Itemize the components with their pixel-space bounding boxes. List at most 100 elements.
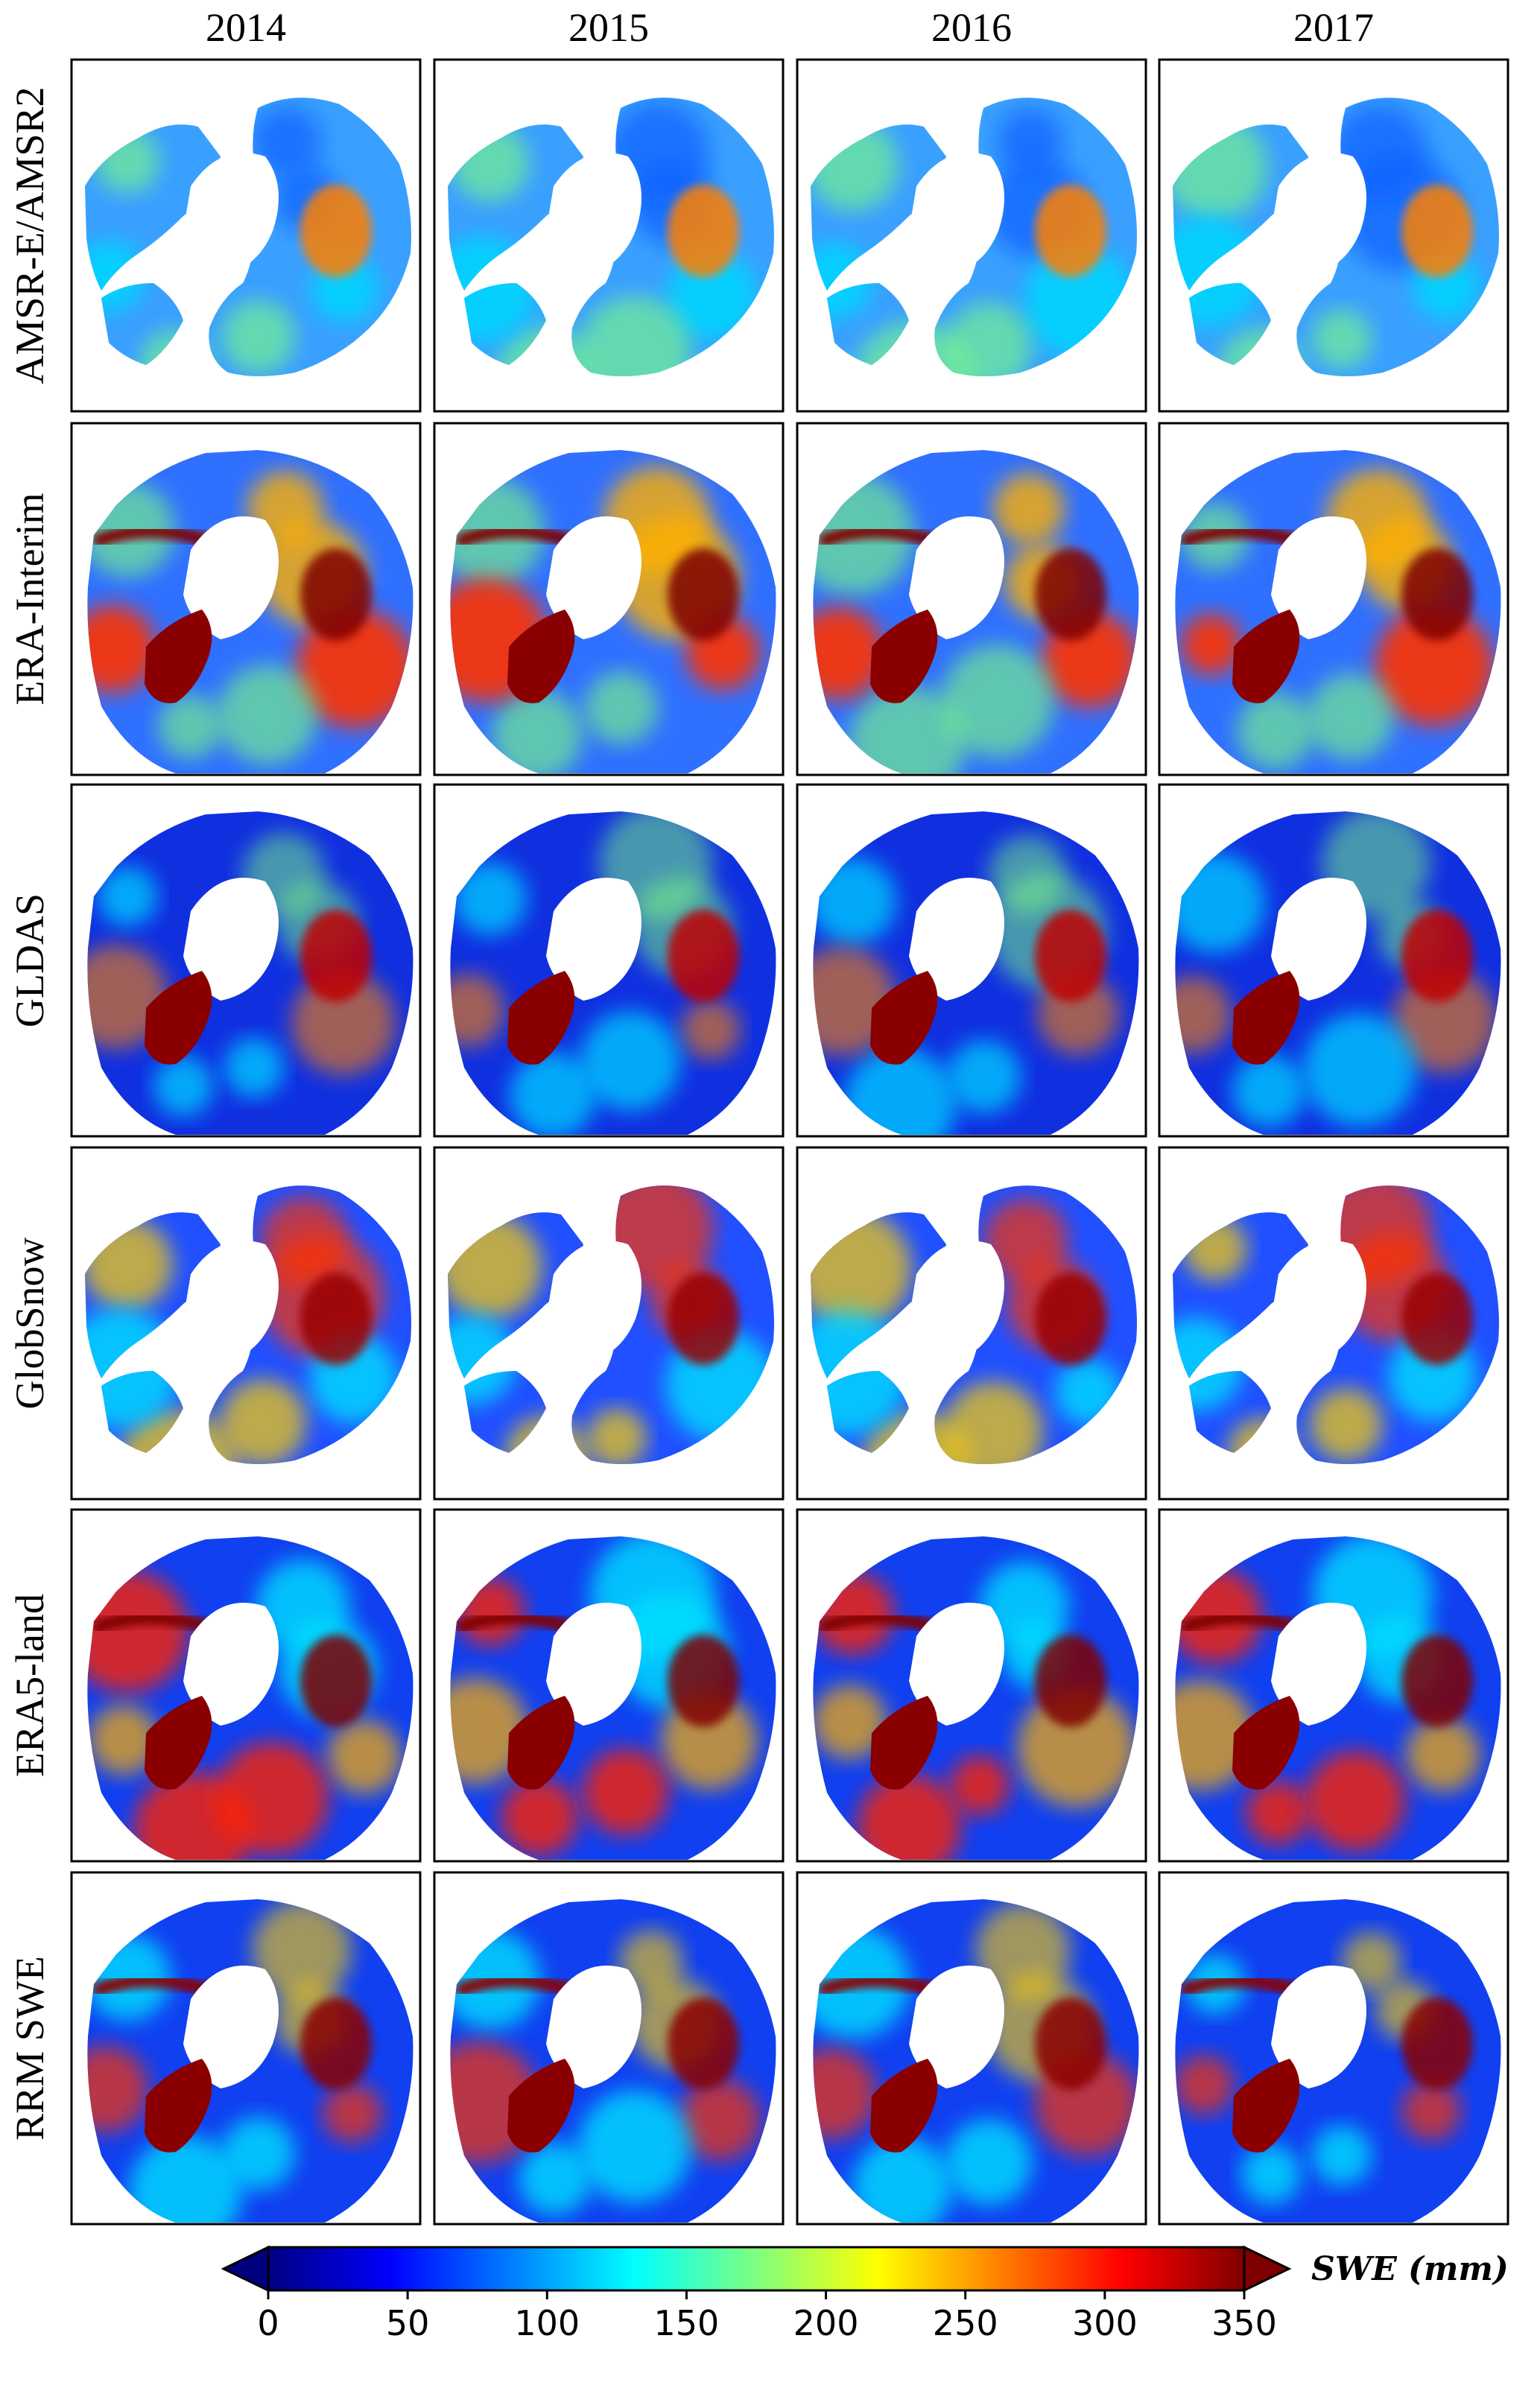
map-panel-era5-2014 [70,1508,422,1863]
panel-frame [70,58,422,413]
dataset-label: ERA-Interim [7,493,52,706]
arctic-no-data [909,878,1004,1001]
panel-frame [433,1871,785,2226]
greenland-ice [507,971,575,1065]
panel-frame [433,422,785,776]
map-panel-era-2017 [1158,422,1509,776]
colorbar-tick-label: 100 [514,2303,580,2343]
panel-frame [70,1146,422,1501]
arctic-no-data [909,1966,1004,2088]
map-panel-globsnow-2017 [1158,1146,1509,1501]
dataset-label: ERA5-land [7,1594,52,1777]
panel-frame [796,783,1147,1138]
map-panel-amsr-2017 [1158,58,1509,413]
colorbar-title: SWE (mm) [1311,2250,1509,2288]
map-panel-globsnow-2014 [70,1146,422,1501]
map-panel-gldas-2017 [1158,783,1509,1138]
colorbar-tick-label: 300 [1072,2303,1138,2343]
colorbar-extend-max [1243,2245,1292,2293]
panel-frame [70,1508,422,1863]
panel-frame [433,1146,785,1501]
panel-frame [433,783,785,1138]
swe-field [87,450,413,773]
panel-frame [70,422,422,776]
year-headers: 2014 2015 2016 2017 [206,5,1374,50]
colorbar-extend-min [221,2245,270,2293]
map-panel-amsr-2014 [70,58,422,413]
map-panel-era5-2016 [796,1508,1147,1863]
arctic-no-data [546,1966,641,2088]
arctic-no-data [1271,516,1366,639]
arctic-no-data [1271,153,1366,276]
arctic-no-data [183,516,279,639]
swe-field [1175,1899,1501,2223]
arctic-no-data [546,516,641,639]
colorbar-frame [267,2246,1246,2292]
map-panel-amsr-2015 [433,58,785,413]
map-panel-rrm-2015 [433,1871,785,2226]
greenland-ice [145,609,212,703]
arctic-no-data [183,1966,279,2088]
greenland-ice [507,2059,575,2153]
arctic-no-data [546,1241,641,1364]
arctic-no-data [909,1603,1004,1726]
colorbar-ticks: 0 50 100 150 200 250 300 350 [257,2290,1277,2343]
colorbar-tick-label: 150 [654,2303,720,2343]
map-panel-era-2016 [796,422,1147,776]
panel-frame [796,1508,1147,1863]
greenland-ice [145,2059,212,2153]
arctic-no-data [909,153,1004,276]
colorbar-tick-label: 350 [1211,2303,1277,2343]
year-header: 2016 [931,5,1012,50]
arctic-no-data [546,878,641,1001]
map-panel-era5-2015 [433,1508,785,1863]
arctic-no-data [909,516,1004,639]
dataset-label: GLDAS [7,893,52,1027]
greenland-ice [870,609,938,703]
arctic-no-data [183,1241,279,1364]
greenland-ice [1232,609,1300,703]
arctic-no-data [1271,878,1366,1001]
greenland-ice [1232,2059,1300,2153]
map-panel-globsnow-2015 [433,1146,785,1501]
greenland-ice [870,1696,938,1790]
panel-frame [1158,1146,1509,1501]
greenland-ice [145,1696,212,1790]
colorbar-tick-label: 0 [257,2303,279,2343]
map-panel-gldas-2016 [796,783,1147,1138]
panel-frame [1158,58,1509,413]
dataset-label: RRM SWE [7,1956,52,2141]
year-header: 2015 [568,5,649,50]
arctic-no-data [183,878,279,1001]
panel-frame [796,1146,1147,1501]
greenland-ice [145,971,212,1065]
map-panel-amsr-2016 [796,58,1147,413]
dataset-label: GlobSnow [7,1237,52,1409]
panel-frame [1158,1508,1509,1863]
greenland-ice [507,1696,575,1790]
greenland-ice [1232,971,1300,1065]
map-panel-rrm-2017 [1158,1871,1509,2226]
map-panel-gldas-2015 [433,783,785,1138]
colorbar-tick-label: 250 [933,2303,998,2343]
swe-field [450,1899,776,2223]
map-panel-rrm-2014 [70,1871,422,2226]
arctic-no-data [183,153,279,276]
panel-frame [1158,1871,1509,2226]
arctic-no-data [546,1603,641,1726]
panel-frame [796,1871,1147,2226]
map-panel-globsnow-2016 [796,1146,1147,1501]
greenland-ice [1232,1696,1300,1790]
swe-field [87,1536,413,1860]
panel-frame [796,58,1147,413]
greenland-ice [507,609,575,703]
colorbar-tick-label: 50 [386,2303,430,2343]
panel-frame [70,783,422,1138]
dataset-label: AMSR-E/AMSR2 [7,86,52,384]
panel-frame [1158,422,1509,776]
panel-frame [433,1508,785,1863]
arctic-no-data [1271,1966,1366,2088]
arctic-no-data [183,1603,279,1726]
year-header: 2014 [206,5,286,50]
